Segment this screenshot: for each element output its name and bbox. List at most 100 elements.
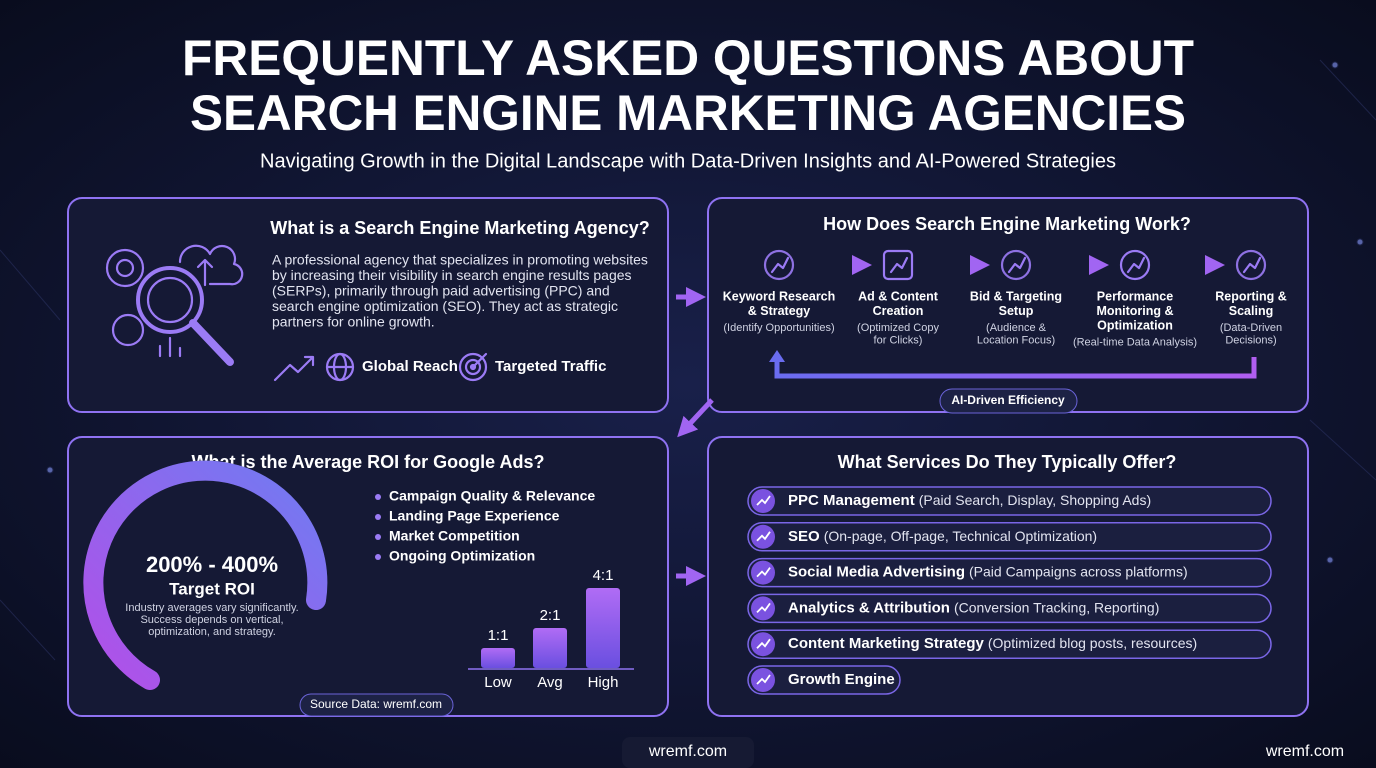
source-badge <box>299 693 454 717</box>
bullet <box>375 554 381 560</box>
step-detail: (Identify Opportunities) <box>723 322 834 334</box>
step-detail: Decisions) <box>1225 334 1276 346</box>
step-detail: for Clicks) <box>874 334 923 346</box>
panel-title: What is the Average ROI for Google Ads? <box>191 452 544 472</box>
loop-arrow-head <box>769 350 785 362</box>
service-detail: (Optimized blog posts, resources) <box>988 635 1197 651</box>
bar-label: 1:1 <box>488 627 509 644</box>
step-detail: (Real-time Data Analysis) <box>1073 336 1197 348</box>
step-title: Bid & Targeting <box>970 289 1062 303</box>
service-name: Growth Engine <box>788 671 895 688</box>
service-icon-glyph <box>756 531 771 542</box>
service-text: Content Marketing Strategy (Optimized blo… <box>788 635 1197 652</box>
feature-label: Global Reach <box>362 358 458 375</box>
roi-factor: Market Competition <box>389 528 520 544</box>
service-detail: (Conversion Tracking, Reporting) <box>954 599 1159 615</box>
service-detail: (Paid Campaigns across platforms) <box>969 563 1188 579</box>
step-title: Ad & Content <box>858 289 939 303</box>
bar-label: 4:1 <box>593 567 614 584</box>
step-detail: (Audience & <box>986 322 1047 334</box>
icon-shape <box>1007 256 1027 274</box>
loop-label: AI-Driven Efficiency <box>951 393 1065 407</box>
description-line: search engine optimization (SEO). They a… <box>272 298 618 314</box>
source: Source Data: wremf.com <box>310 697 442 711</box>
step-title: Creation <box>873 304 924 318</box>
description-line: by increasing their visibility in search… <box>272 267 632 283</box>
service-text: Growth Engine <box>788 671 895 688</box>
category-label: Avg <box>537 674 563 691</box>
step-title: Reporting & <box>1215 289 1287 303</box>
panel-title: What is a Search Engine Marketing Agency… <box>270 218 649 238</box>
service-name: Content Marketing Strategy <box>788 635 985 652</box>
bullet <box>375 534 381 540</box>
watermark: wremf.com <box>648 743 727 760</box>
step-detail: (Optimized Copy <box>857 322 939 334</box>
roi-content: Industry averages vary significantly.Suc… <box>125 488 634 691</box>
service-icon-glyph <box>756 674 771 685</box>
category-label: High <box>588 674 619 691</box>
step-title: Setup <box>999 304 1034 318</box>
step-title: Performance <box>1097 289 1173 303</box>
services-list: PPC Management (Paid Search, Display, Sho… <box>747 486 1272 695</box>
icon-shape <box>1242 256 1262 274</box>
step-icon <box>1235 249 1267 281</box>
service-text: PPC Management (Paid Search, Display, Sho… <box>788 492 1151 509</box>
description-line: (SERPs), primarily through paid advertis… <box>272 283 610 299</box>
subtitle: Navigating Growth in the Digital Landsca… <box>260 150 1116 172</box>
bar <box>533 628 567 668</box>
service-icon-glyph <box>756 495 771 506</box>
roi-factor: Landing Page Experience <box>389 508 560 524</box>
step-detail: Location Focus) <box>977 334 1055 346</box>
feature-label: Targeted Traffic <box>495 358 606 375</box>
icon-shape <box>1235 249 1267 281</box>
panel <box>67 197 669 413</box>
watermark: wremf.com <box>1265 743 1344 760</box>
service-text: Analytics & Attribution (Conversion Track… <box>788 599 1159 616</box>
icon-shape <box>763 249 795 281</box>
service-icon-glyph <box>756 602 771 614</box>
roi-factor: Ongoing Optimization <box>389 548 535 564</box>
step-title: Keyword Research <box>723 289 836 303</box>
network-decoration <box>0 59 1376 661</box>
category-label: Low <box>484 674 512 691</box>
roi-note: Success depends on vertical, <box>140 614 283 626</box>
title-line: FREQUENTLY ASKED QUESTIONS ABOUT <box>182 30 1194 86</box>
service-pill <box>747 557 1272 588</box>
title-line: SEARCH ENGINE MARKETING AGENCIES <box>190 85 1186 141</box>
service-name: SEO <box>788 528 820 545</box>
bullet <box>375 514 381 520</box>
agency-icon <box>105 244 244 366</box>
service-icon-glyph <box>756 638 771 649</box>
service-name: Social Media Advertising <box>788 564 965 581</box>
roi-note: optimization, and strategy. <box>148 626 276 638</box>
roi-range-label: Target ROI <box>169 579 255 598</box>
icon-shape <box>889 256 909 274</box>
roi-note: Industry averages vary significantly. <box>125 602 298 614</box>
step-title: & Strategy <box>748 304 811 318</box>
roi-factor: Campaign Quality & Relevance <box>389 488 595 504</box>
step-icon <box>882 249 914 281</box>
service-pill <box>747 522 1272 552</box>
step-title: Scaling <box>1229 304 1273 318</box>
icon-shape <box>770 256 790 274</box>
service-name: Analytics & Attribution <box>788 599 950 616</box>
service-pill <box>747 486 1272 516</box>
icon-shape <box>1119 249 1151 281</box>
icon-shape <box>1126 256 1146 274</box>
panel-title: What Services Do They Typically Offer? <box>838 452 1177 472</box>
service-pill <box>747 593 1272 624</box>
gauge-fill <box>83 460 328 690</box>
icon-shape <box>1000 249 1032 281</box>
process-steps: Keyword Research& Strategy (Identify Oppo… <box>723 249 1287 348</box>
step-icon <box>1000 249 1032 281</box>
step-title: Optimization <box>1097 318 1173 332</box>
service-name: PPC Management <box>788 492 915 509</box>
icon-shape <box>882 249 914 281</box>
step-icon <box>763 249 795 281</box>
bullet <box>375 494 381 500</box>
loop-badge <box>939 388 1078 414</box>
service-icon-glyph <box>756 567 771 578</box>
service-pill <box>747 629 1272 659</box>
service-detail: (Paid Search, Display, Shopping Ads) <box>919 492 1151 508</box>
